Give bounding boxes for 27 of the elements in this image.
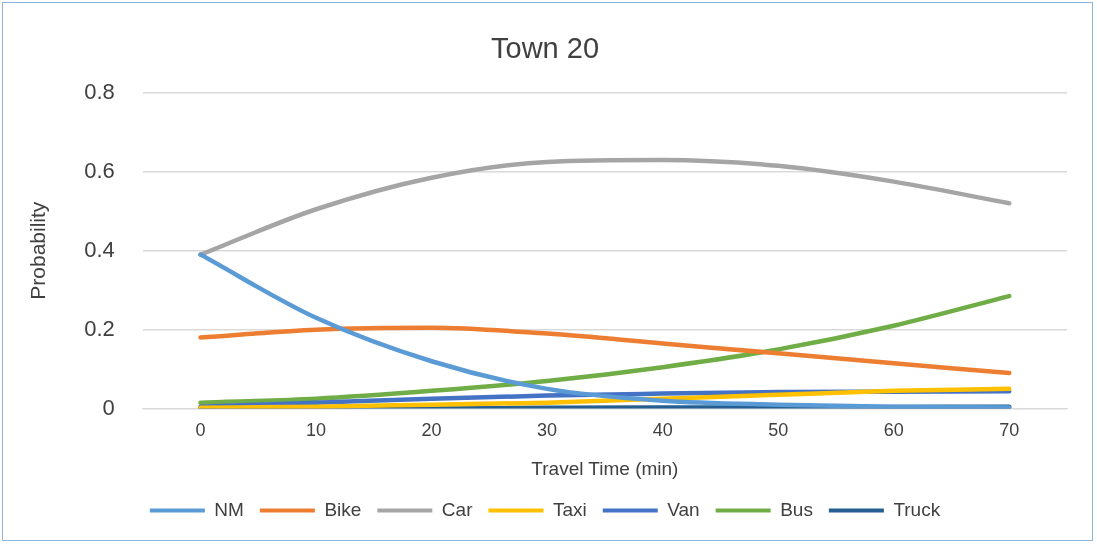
x-tick-label: 50 [768,420,789,441]
legend-label: Bike [324,498,362,520]
legend-label: Bus [780,498,813,520]
chart-title: Town 20 [490,32,600,65]
y-tick-label: 0.8 [84,78,115,104]
legend-label: Taxi [552,498,587,520]
line-series [198,252,1012,409]
x-tick-label: 20 [421,420,442,441]
x-tick-label: 0 [195,420,206,441]
line-series [198,293,1012,405]
y-axis-title: Probability [26,201,50,300]
legend-label: Van [667,498,700,520]
y-tick-label: 0.4 [84,236,115,262]
y-tick-label: 0.2 [84,315,115,341]
x-tick-label: 10 [306,420,327,441]
line-series [198,325,1012,376]
x-tick-label: 70 [999,420,1020,441]
y-tick-label: 0.6 [84,157,115,183]
legend-label: NM [214,498,244,520]
x-axis-title: Travel Time (min) [531,457,679,479]
y-tick-label: 0 [102,394,115,420]
line-series [198,157,1012,257]
legend-label: Car [441,498,474,520]
legend-label: Truck [893,498,941,520]
x-tick-label: 60 [883,420,904,441]
x-tick-label: 40 [652,420,673,441]
x-tick-label: 30 [537,420,558,441]
